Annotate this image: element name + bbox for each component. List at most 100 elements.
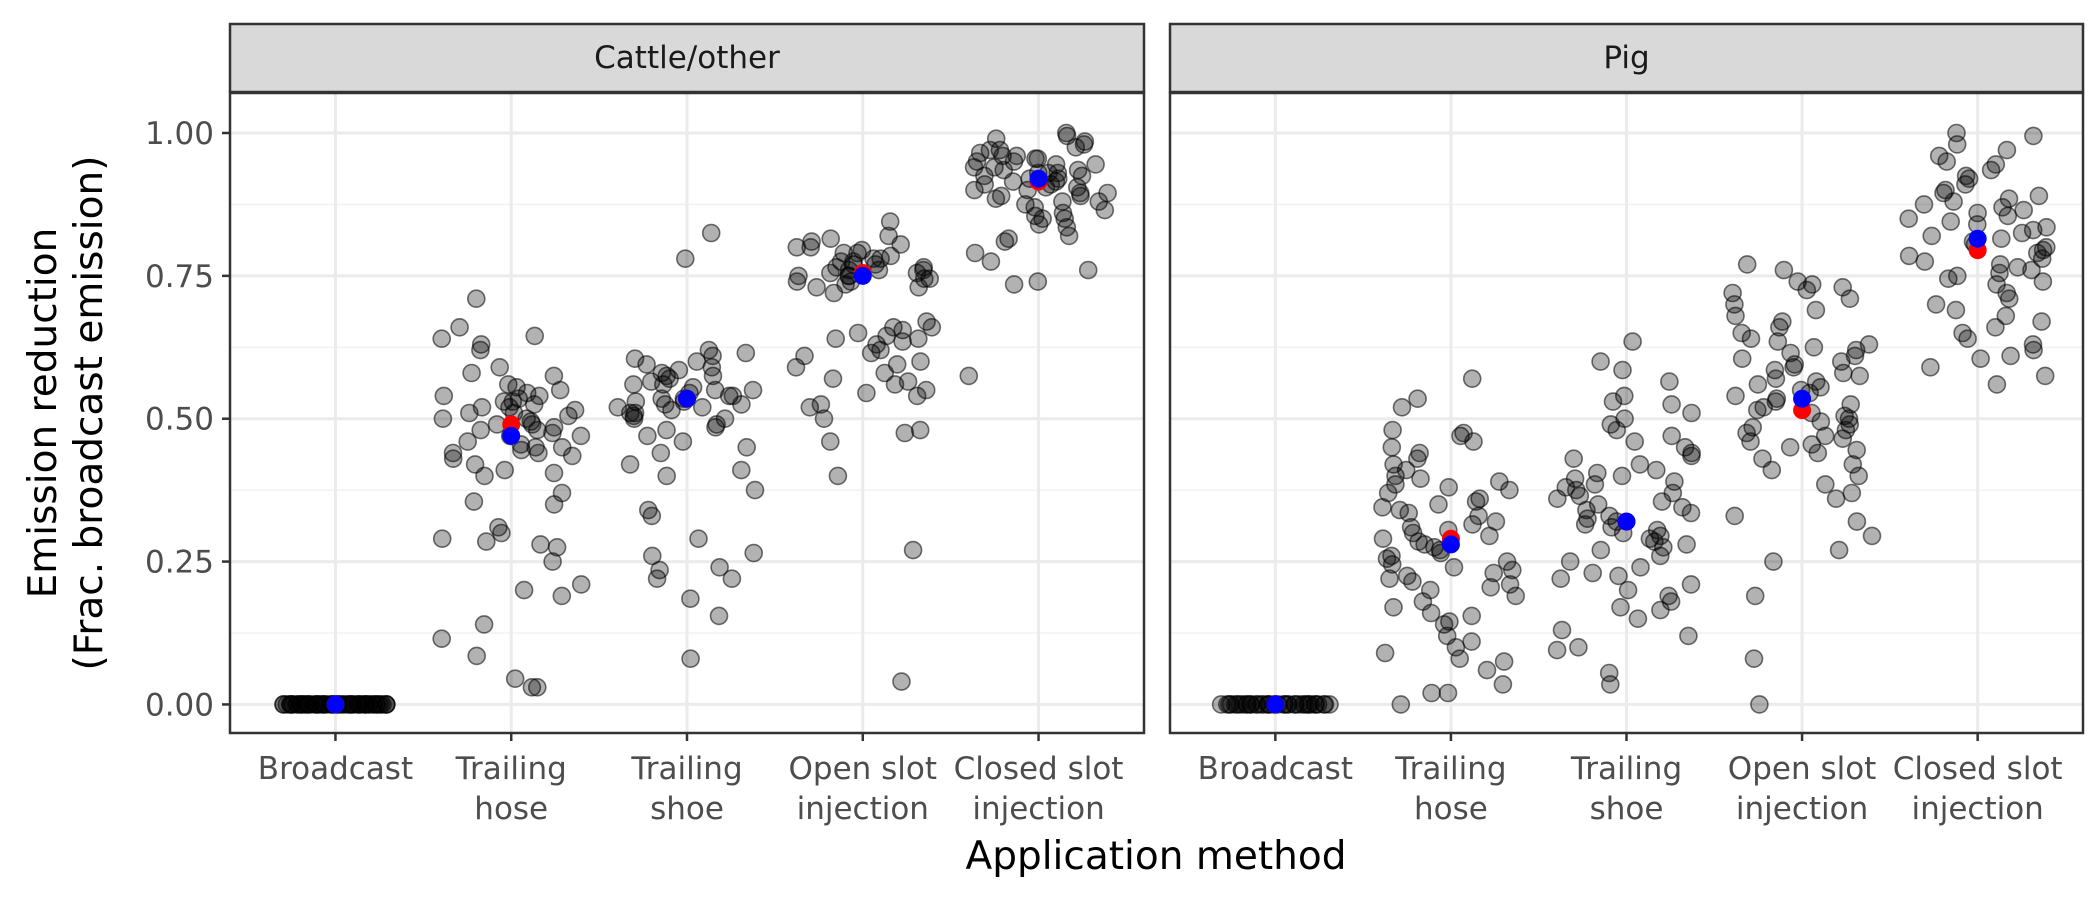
data-point <box>1849 466 1868 486</box>
data-point <box>1990 263 2009 283</box>
data-point <box>1588 463 1607 483</box>
data-point <box>1481 577 1500 597</box>
data-point <box>981 252 1001 271</box>
data-point <box>1748 375 1768 394</box>
data-point <box>1466 492 1486 511</box>
data-point <box>1588 495 1608 514</box>
data-point <box>2022 260 2041 280</box>
data-point <box>1552 620 1572 640</box>
data-point <box>1781 343 1800 363</box>
data-point <box>885 375 905 394</box>
x-tick-label: Broadcast <box>258 751 413 787</box>
data-point <box>657 466 677 486</box>
data-point <box>1953 323 1972 343</box>
data-point <box>434 386 454 406</box>
data-point <box>736 343 756 363</box>
data-point <box>1500 575 1520 594</box>
data-point <box>1408 389 1427 409</box>
data-point <box>662 400 681 420</box>
data-point <box>522 677 542 697</box>
data-point <box>1981 160 2001 180</box>
x-tick-label: injection <box>797 791 929 827</box>
data-point <box>1682 403 1701 423</box>
data-point <box>1066 138 1086 157</box>
data-point <box>1768 332 1788 351</box>
data-point <box>1601 675 1620 694</box>
x-tick-label: Trailing <box>1394 751 1506 787</box>
data-point <box>1003 172 1023 191</box>
data-point <box>2035 366 2055 386</box>
data-point <box>1847 440 1866 460</box>
data-point <box>887 355 907 374</box>
data-point <box>458 432 478 451</box>
x-tick-label: injection <box>1736 791 1868 827</box>
data-point <box>2032 312 2051 331</box>
data-point <box>1834 363 1853 383</box>
data-point <box>821 263 840 283</box>
data-point <box>959 366 979 386</box>
data-point <box>1841 395 1860 414</box>
data-point <box>1301 695 1320 714</box>
data-point <box>471 335 491 354</box>
data-point <box>1681 503 1701 523</box>
data-point <box>1399 503 1418 523</box>
data-point <box>1421 603 1441 623</box>
data-point <box>892 672 911 691</box>
data-point <box>638 426 657 446</box>
data-point <box>2032 249 2052 269</box>
blue-summary-point <box>502 426 521 445</box>
blue-summary-point <box>1266 695 1285 714</box>
data-point <box>550 380 570 400</box>
data-point <box>875 363 895 383</box>
data-point <box>1784 357 1803 377</box>
data-point <box>547 537 567 557</box>
data-point <box>1939 269 1958 289</box>
data-point <box>2023 335 2043 354</box>
x-tick-label: Closed slot <box>1893 751 2063 787</box>
data-point <box>624 375 643 394</box>
data-point <box>1630 455 1650 474</box>
data-point <box>1408 449 1427 469</box>
data-point <box>1607 420 1626 440</box>
data-point <box>1613 360 1632 380</box>
data-point <box>871 249 890 269</box>
blue-summary-point <box>326 695 345 714</box>
data-point <box>527 420 547 440</box>
data-point <box>1411 469 1430 489</box>
data-point <box>681 589 700 609</box>
data-point <box>1623 332 1642 351</box>
data-point <box>642 506 662 526</box>
data-point <box>821 229 841 248</box>
data-point <box>1493 675 1513 694</box>
data-point <box>1382 437 1402 457</box>
data-point <box>1997 140 2017 160</box>
data-point <box>1611 597 1630 617</box>
facet-strip-cattle: Cattle/other <box>228 22 1146 94</box>
data-point <box>801 238 821 257</box>
data-point <box>1029 215 1049 234</box>
data-point <box>1464 432 1483 451</box>
data-point <box>1762 460 1782 480</box>
data-point <box>903 540 923 560</box>
data-point <box>1774 260 1794 280</box>
data-point <box>1944 192 1963 211</box>
data-point <box>706 417 725 437</box>
data-point <box>433 409 453 429</box>
data-point <box>552 586 572 606</box>
data-point <box>495 460 515 480</box>
data-point <box>1373 529 1393 549</box>
data-point <box>459 403 479 423</box>
data-point <box>450 317 469 337</box>
data-point <box>1999 289 2019 309</box>
data-point <box>637 355 656 374</box>
data-point <box>965 243 985 263</box>
data-point <box>1780 437 1800 457</box>
data-point <box>462 363 481 383</box>
data-point <box>443 449 463 469</box>
data-point <box>732 395 751 414</box>
data-point <box>1480 526 1499 546</box>
data-point <box>1842 483 1862 503</box>
data-point <box>743 380 763 400</box>
data-point <box>1603 392 1623 411</box>
blue-summary-point <box>1968 229 1987 248</box>
